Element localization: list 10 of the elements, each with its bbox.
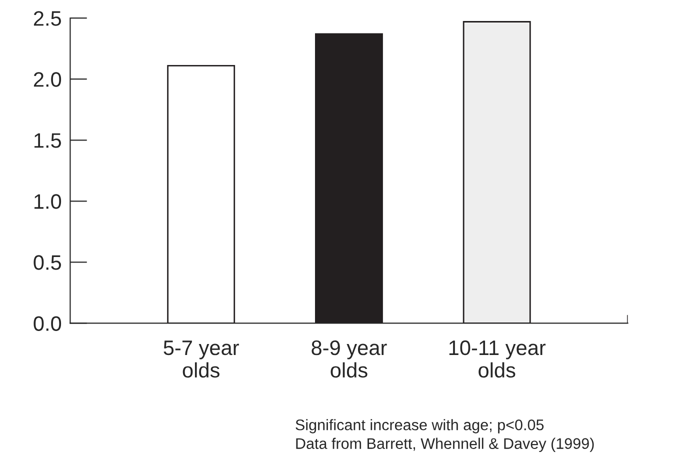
y-tick-label: 1.5 bbox=[34, 133, 61, 148]
y-tick-label: 2.5 bbox=[34, 11, 61, 26]
text: Significant increase with age; p<0.05 Data from Barrett, Whennell & Davey (1999) bbox=[296, 419, 594, 452]
y-tick-label: 1.0 bbox=[34, 194, 62, 209]
y-tick-label: 0.5 bbox=[34, 255, 61, 270]
y-tick-label: 2.0 bbox=[34, 72, 62, 87]
x-tick-label: 10-11 year olds bbox=[449, 340, 546, 378]
x-tick-label: 8-9 year olds bbox=[312, 340, 387, 378]
y-tick-label: 0.0 bbox=[34, 316, 62, 331]
x-tick-label: 5-7 year olds bbox=[164, 340, 239, 378]
